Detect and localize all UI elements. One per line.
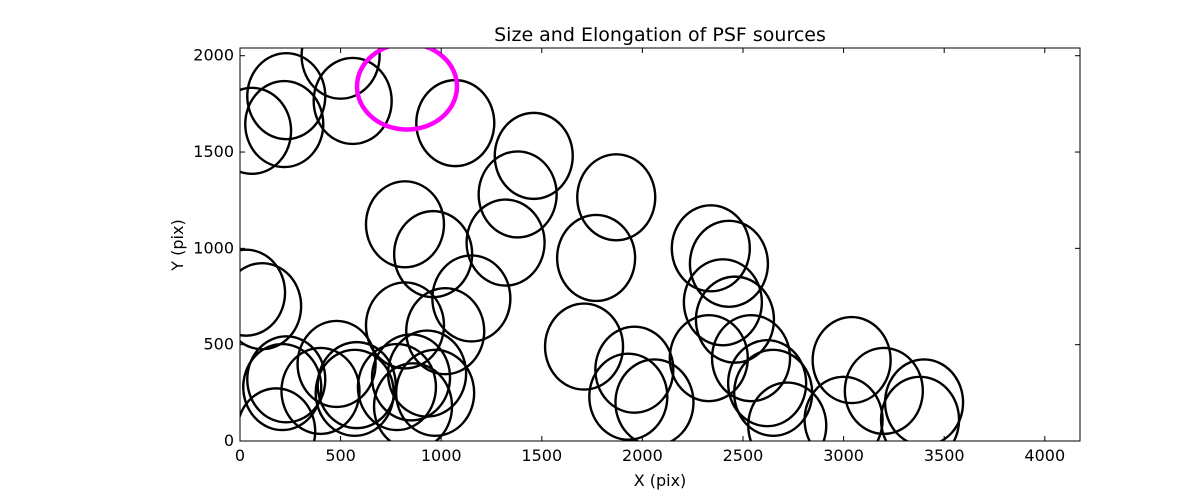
psf-source-ellipse: [543, 302, 625, 391]
psf-source-ellipse: [314, 348, 395, 438]
marks-layer: [240, 48, 965, 441]
y-tick-label: 1500: [193, 142, 234, 161]
psf-source-ellipse: [747, 381, 828, 441]
psf-source-ellipse: [431, 254, 512, 343]
psf-source-ellipse: [879, 375, 961, 441]
x-tick-label: 3000: [823, 446, 864, 465]
tick-labels-layer: 0 500 1000 1500 2000 2500 3000 3500 4000 0 500 1000…: [193, 46, 1065, 465]
psf-source-ellipse: [246, 335, 327, 424]
x-tick-label: 1000: [421, 446, 462, 465]
psf-source-ellipse: [811, 315, 892, 405]
psf-source-ellipse: [240, 387, 317, 441]
psf-source-ellipse: [477, 150, 558, 239]
psf-source-ellipse: [493, 111, 574, 201]
chart-title: Size and Elongation of PSF sources: [494, 24, 826, 46]
psf-source-ellipse: [372, 362, 454, 441]
psf-source-ellipse: [240, 86, 293, 176]
y-tick-label: 2000: [193, 46, 234, 65]
y-tick-label: 0: [224, 431, 234, 450]
psf-source-ellipse: [576, 153, 657, 242]
y-tick-label: 500: [203, 335, 234, 354]
highlighted-source-ellipse: [354, 48, 460, 132]
psf-source-ellipse: [465, 198, 546, 287]
psf-source-ellipse: [694, 275, 776, 364]
y-tick-label: 1000: [193, 238, 234, 257]
psf-source-ellipse: [364, 180, 446, 269]
psf-source-ellipse: [670, 204, 752, 293]
plot-area: [240, 48, 1080, 441]
psf-source-ellipse: [246, 51, 327, 141]
psf-source-ellipse: [364, 281, 446, 370]
psf-source-ellipse: [710, 313, 792, 403]
psf-source-ellipse: [356, 342, 438, 432]
psf-source-ellipse: [682, 258, 764, 347]
x-axis-label: X (pix): [634, 471, 687, 490]
psf-source-ellipse: [594, 325, 675, 414]
psf-source-ellipse: [296, 319, 377, 409]
x-tick-label: 2500: [723, 446, 764, 465]
x-tick-label: 500: [325, 446, 356, 465]
y-axis-label: Y (pix): [168, 219, 187, 271]
psf-source-ellipse: [405, 286, 486, 376]
psf-source-ellipse: [614, 358, 695, 441]
plot-frame: [239, 47, 1081, 442]
psf-source-ellipse: [312, 56, 393, 146]
psf-source-ellipse: [803, 375, 884, 441]
x-tick-label: 0: [235, 446, 245, 465]
psf-source-ellipse: [242, 342, 323, 432]
x-tick-label: 4000: [1024, 446, 1065, 465]
psf-source-ellipse: [555, 213, 637, 303]
x-tick-label: 3500: [924, 446, 965, 465]
psf-source-ellipse: [240, 248, 287, 337]
psf-source-ellipse: [394, 348, 476, 438]
psf-source-ellipse: [668, 313, 749, 403]
psf-source-ellipse: [688, 219, 770, 308]
x-tick-label: 1500: [521, 446, 562, 465]
x-tick-label: 2000: [622, 446, 663, 465]
psf-source-ellipse: [726, 339, 808, 428]
psf-source-ellipse: [244, 79, 325, 169]
psf-source-ellipse: [280, 346, 361, 436]
psf-source-ellipse: [588, 352, 669, 441]
